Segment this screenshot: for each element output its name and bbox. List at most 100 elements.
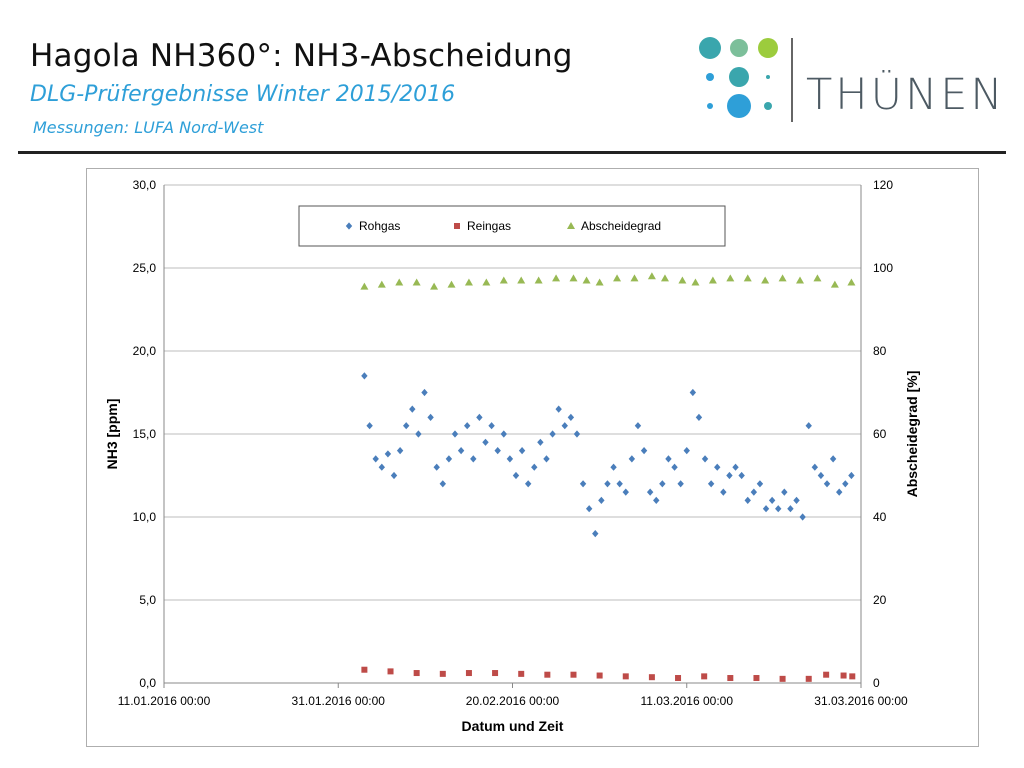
- data-point: [671, 463, 678, 471]
- data-point: [488, 422, 495, 430]
- y-tick-label: 20,0: [133, 344, 157, 358]
- data-point: [817, 471, 825, 480]
- data-point: [727, 675, 734, 682]
- legend: Rohgas Reingas Abscheidegrad: [298, 205, 726, 247]
- legend-box: [298, 205, 726, 247]
- data-point: [726, 274, 735, 282]
- series-rohgas: [361, 372, 855, 538]
- axes: 0,0 0 5,0 20 10,0 40 15,0 60 20,0 80 25,0 100 30,0 12…: [104, 178, 920, 734]
- data-point: [761, 276, 770, 284]
- data-point: [707, 480, 715, 488]
- data-point: [524, 480, 532, 488]
- y2-tick-label: 0: [873, 676, 880, 690]
- data-point: [628, 455, 636, 463]
- data-point: [677, 480, 684, 488]
- header-divider: [18, 151, 1006, 154]
- data-point: [457, 447, 465, 455]
- data-point: [610, 463, 617, 471]
- data-point: [799, 513, 806, 521]
- data-point: [750, 488, 758, 496]
- data-point: [592, 530, 599, 538]
- y2-tick-label: 120: [873, 178, 893, 192]
- data-point: [847, 278, 856, 286]
- data-point: [744, 496, 751, 504]
- data-point: [585, 505, 593, 513]
- x-tick-label: 11.01.2016 00:00: [118, 694, 211, 708]
- data-point: [604, 480, 611, 488]
- legend-label: Abscheidegrad: [581, 219, 661, 233]
- data-point: [412, 278, 421, 286]
- data-point: [413, 670, 420, 677]
- y-axis-title: NH3 [ppm]: [104, 399, 120, 470]
- legend-marker: [567, 222, 575, 229]
- data-point: [360, 282, 369, 290]
- y-tick-label: 5,0: [139, 593, 156, 607]
- data-point: [447, 280, 456, 288]
- nh3-chart: 0,0 0 5,0 20 10,0 40 15,0 60 20,0 80 25,0 100 30,0 12…: [104, 178, 920, 734]
- y-tick-label: 25,0: [133, 261, 157, 275]
- data-point: [756, 480, 764, 488]
- data-point: [549, 430, 556, 438]
- data-point: [842, 480, 849, 488]
- data-point: [781, 488, 788, 496]
- data-point: [678, 276, 687, 284]
- data-point: [675, 675, 682, 682]
- y2-axis-title: Abscheidegrad [%]: [904, 371, 920, 498]
- data-point: [500, 430, 507, 438]
- x-axis-title: Datum und Zeit: [462, 718, 564, 734]
- x-tick-label: 31.03.2016 00:00: [814, 694, 908, 708]
- data-point: [378, 463, 386, 471]
- logo-wordmark: THÜNEN: [806, 70, 1006, 120]
- data-point: [823, 671, 830, 678]
- page-title: Hagola NH360°: NH3-Abscheidung: [30, 38, 573, 74]
- y2-tick-label: 60: [873, 427, 887, 441]
- data-point: [433, 463, 440, 471]
- data-point: [665, 455, 672, 463]
- data-point: [849, 673, 856, 680]
- series-abscheidegrad: [360, 272, 856, 290]
- data-point: [390, 471, 398, 480]
- data-point: [570, 671, 577, 678]
- y-tick-label: 15,0: [133, 427, 157, 441]
- data-point: [506, 455, 514, 463]
- grid-lines: [164, 184, 861, 684]
- data-point: [543, 455, 550, 463]
- data-point: [596, 672, 603, 679]
- data-point: [823, 480, 831, 488]
- data-point: [683, 447, 690, 455]
- data-point: [622, 673, 629, 680]
- legend-marker: [454, 223, 460, 229]
- x-tick-label: 20.02.2016 00:00: [466, 694, 560, 708]
- data-point: [463, 422, 471, 430]
- data-point: [427, 413, 434, 421]
- data-marks: [360, 272, 856, 682]
- data-point: [544, 671, 551, 678]
- data-point: [762, 505, 770, 513]
- data-point: [465, 670, 472, 677]
- y2-tick-label: 40: [873, 510, 887, 524]
- data-point: [805, 422, 812, 430]
- data-point: [439, 480, 446, 488]
- y2-tick-label: 20: [873, 593, 887, 607]
- data-point: [646, 488, 654, 496]
- page-subtitle: DLG-Prüfergebnisse Winter 2015/2016: [30, 82, 456, 107]
- data-point: [579, 480, 587, 488]
- data-point: [708, 276, 717, 284]
- data-point: [582, 276, 591, 284]
- x-tick-label: 11.03.2016 00:00: [640, 694, 733, 708]
- measurement-source: Messungen: LUFA Nord-West: [33, 118, 264, 137]
- data-point: [768, 496, 776, 504]
- logo-dots: [699, 37, 793, 122]
- data-point: [829, 455, 837, 463]
- data-point: [395, 278, 404, 286]
- data-point: [622, 488, 629, 496]
- data-point: [813, 274, 822, 282]
- data-point: [753, 675, 760, 682]
- data-point: [534, 276, 543, 284]
- data-point: [377, 280, 386, 288]
- y2-tick-label: 80: [873, 344, 887, 358]
- data-point: [653, 496, 660, 504]
- y-tick-label: 0,0: [139, 676, 156, 690]
- data-point: [701, 673, 708, 680]
- data-point: [518, 670, 525, 677]
